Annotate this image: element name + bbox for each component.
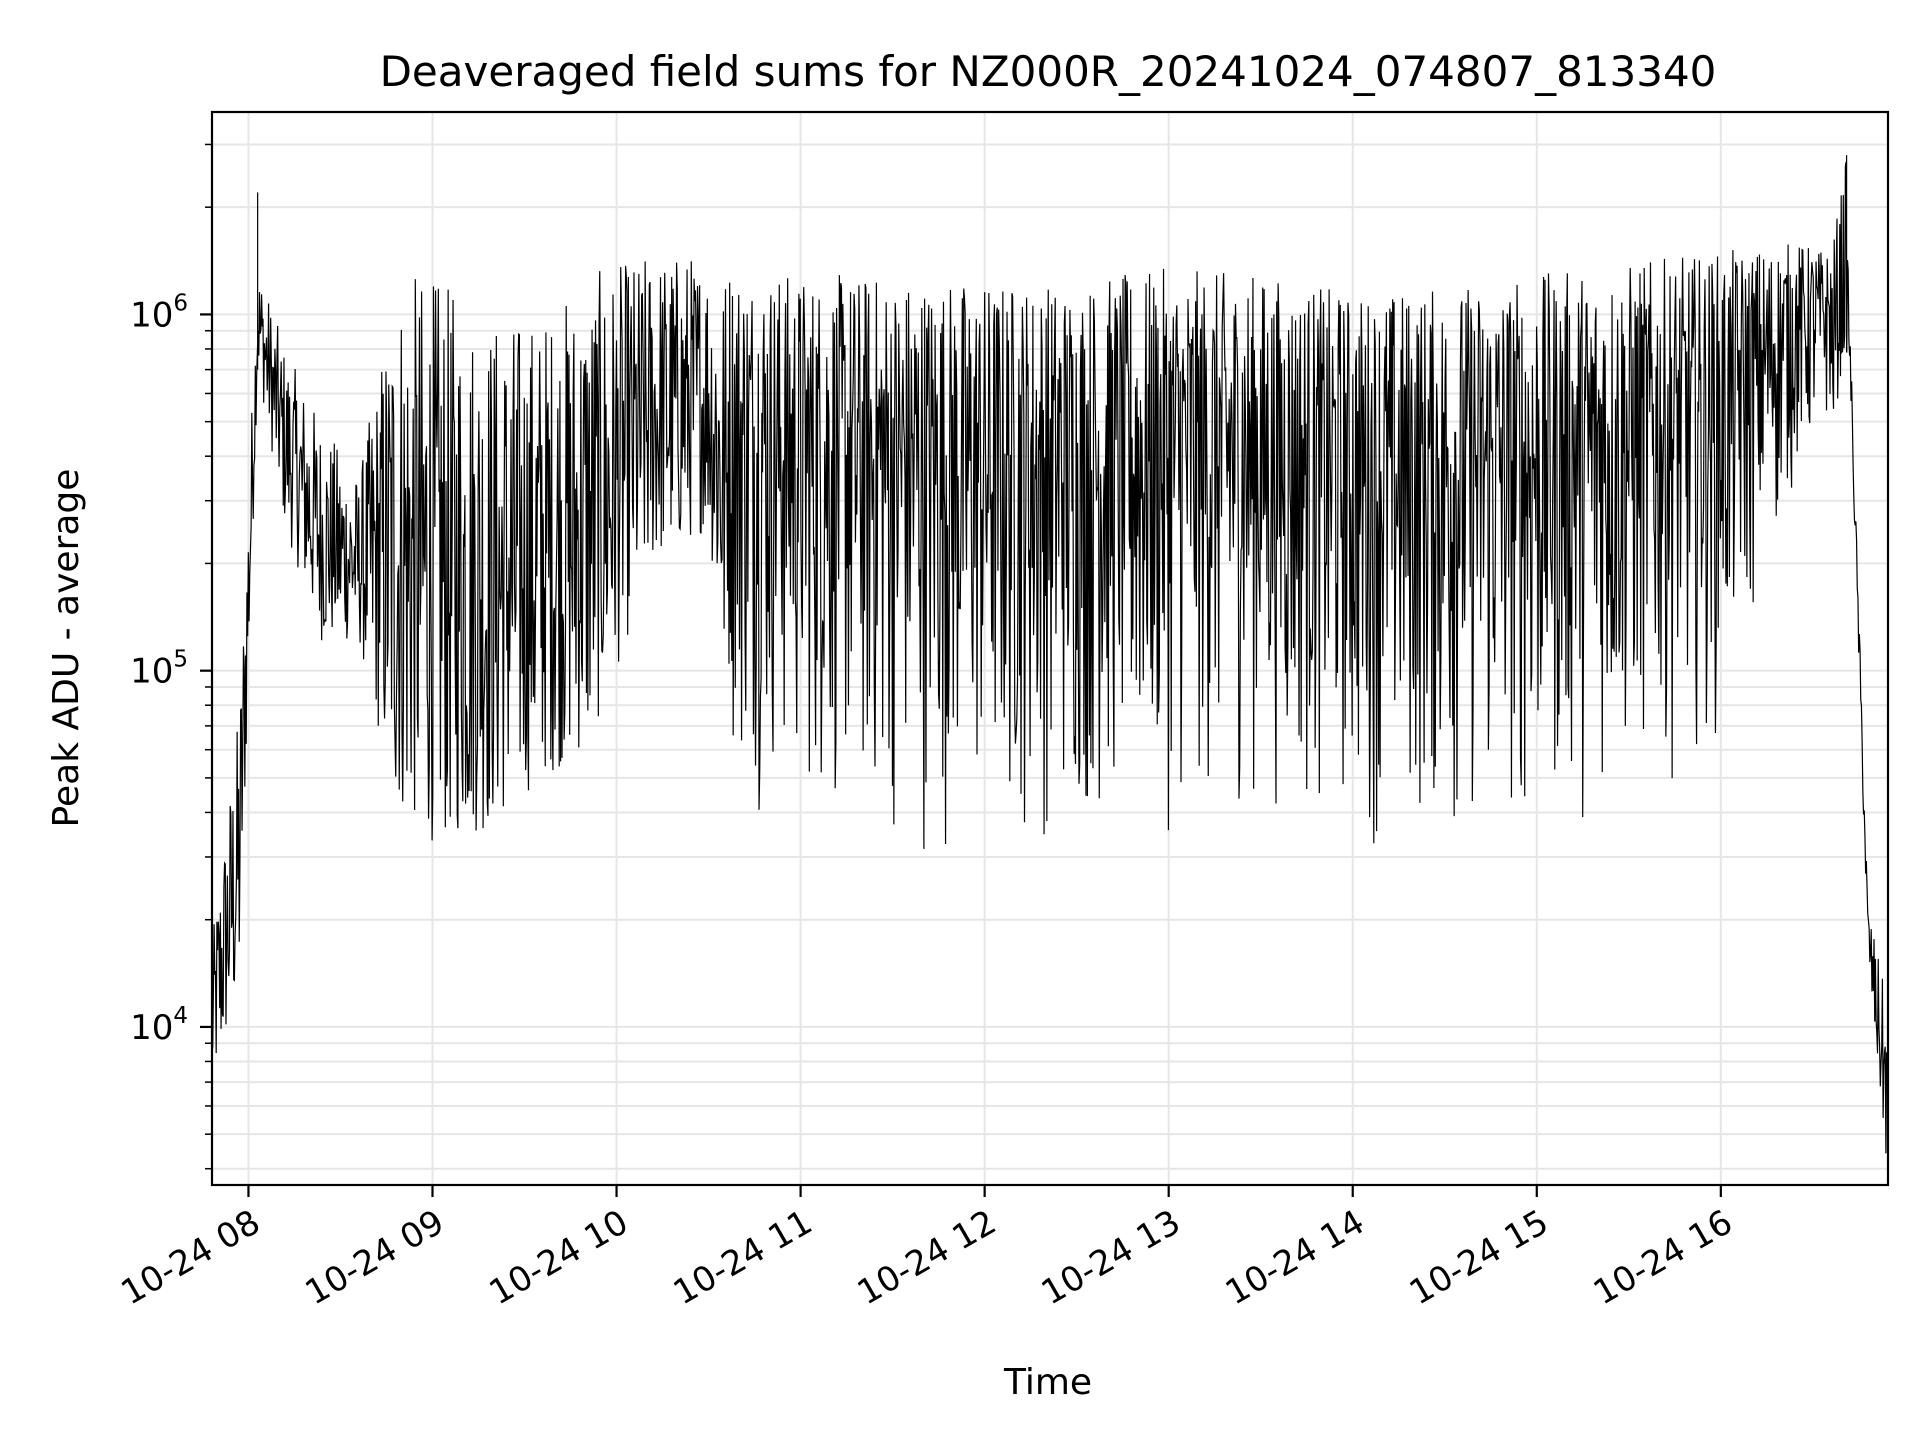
x-tick-label: 10-24 08 <box>115 1202 267 1313</box>
y-axis-label: Peak ADU - average <box>46 469 87 828</box>
x-tick-label: 10-24 15 <box>1403 1202 1555 1313</box>
chart-title: Deaveraged field sums for NZ000R_2024102… <box>380 47 1717 96</box>
series-line <box>211 155 1889 1154</box>
y-axis: 104 105 106 <box>130 143 212 1170</box>
plot-frame <box>210 110 1890 1187</box>
x-tick-label: 10-24 11 <box>667 1202 819 1313</box>
x-tick-label: 10-24 09 <box>299 1202 451 1313</box>
x-axis: 10-24 08 10-24 09 10-24 10 10-24 11 10-24 12… <box>115 1185 1739 1313</box>
x-tick-label: 10-24 13 <box>1035 1202 1187 1313</box>
x-tick-label: 10-24 14 <box>1219 1202 1371 1313</box>
y-tick-label: 106 <box>130 290 188 335</box>
y-tick-label: 105 <box>130 647 188 692</box>
x-axis-label: Time <box>1003 1362 1092 1403</box>
y-tick-label: 104 <box>130 1003 188 1048</box>
x-tick-label: 10-24 12 <box>851 1202 1003 1313</box>
x-tick-label: 10-24 10 <box>483 1202 635 1313</box>
x-tick-label: 10-24 16 <box>1587 1202 1739 1313</box>
